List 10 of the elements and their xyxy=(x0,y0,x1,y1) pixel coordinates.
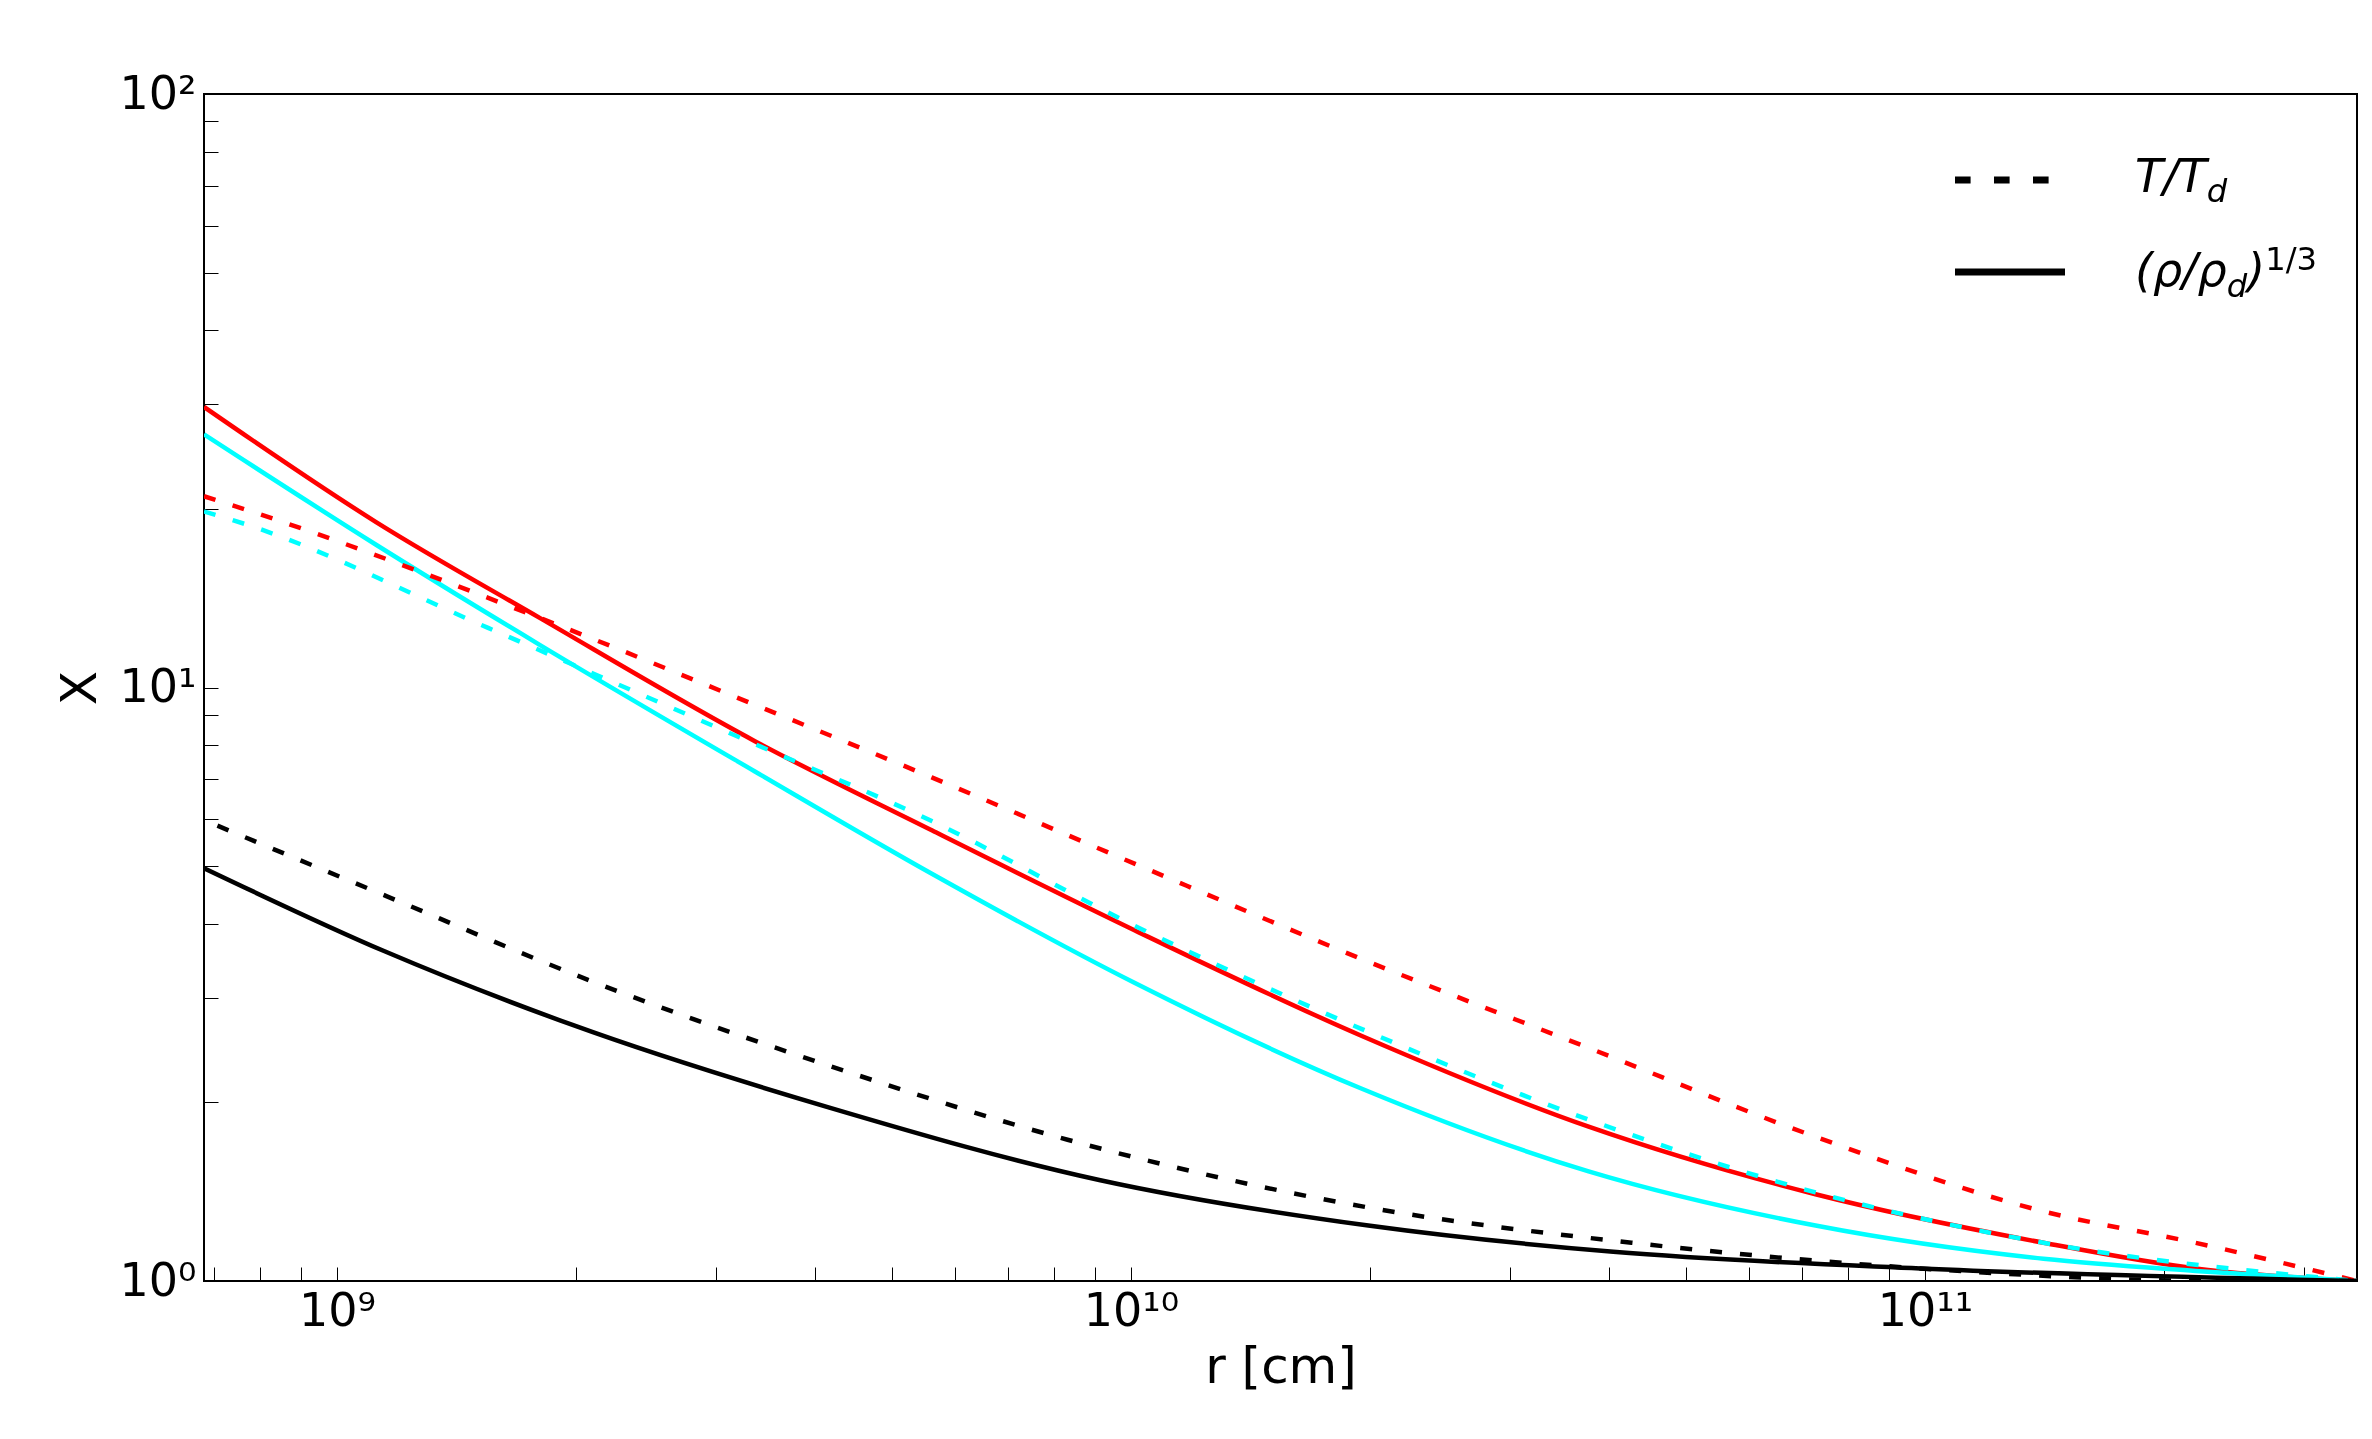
x-tick-label: 10⁹ xyxy=(299,1282,376,1337)
x-tick-label: 10¹⁰ xyxy=(1083,1282,1180,1337)
x-tick-label: 10¹¹ xyxy=(1877,1282,1974,1337)
y-tick-label: 10⁰ xyxy=(119,1252,197,1307)
legend-label: (ρ/ρ$_{d}$)$^{1/3}$ xyxy=(2134,239,2317,305)
y-tick-label: 10¹ xyxy=(119,659,197,713)
y-axis-title: X xyxy=(49,670,108,706)
legend-label: T/T$_{d}$ xyxy=(2134,149,2228,211)
y-tick-label: 10² xyxy=(119,65,197,120)
x-axis-title: r [cm] xyxy=(1205,1336,1357,1395)
